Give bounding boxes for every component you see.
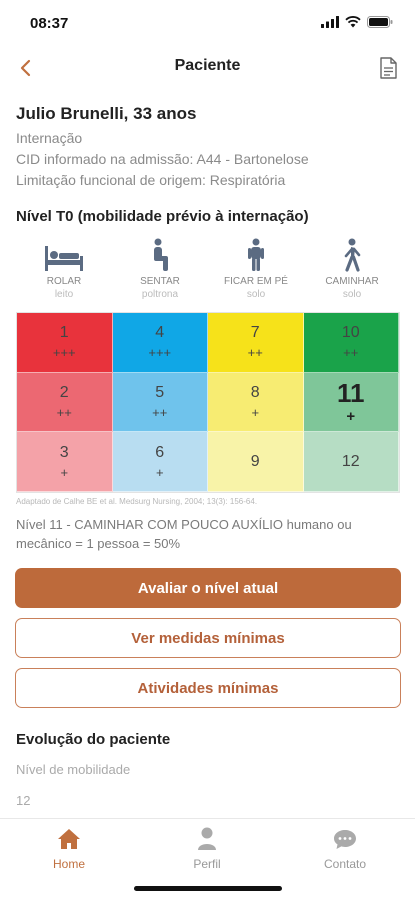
tab-home[interactable]: Home: [14, 827, 124, 871]
level-cell-assistance: +++: [52, 345, 76, 361]
tab-contact[interactable]: Contato: [290, 827, 400, 871]
position-name: SENTAR: [140, 276, 180, 287]
level-cell-4[interactable]: 4 +++: [112, 313, 208, 373]
level-cell-number: 9: [250, 452, 260, 470]
position-name: ROLAR: [46, 276, 82, 287]
evaluate-level-button[interactable]: Avaliar o nível atual: [15, 568, 401, 608]
level-cell-assistance: ++: [247, 345, 263, 361]
status-time: 08:37: [30, 15, 69, 32]
tab-profile-label: Perfil: [193, 857, 221, 871]
status-bar: 08:37: [0, 0, 415, 48]
level-cell-assistance: ++: [343, 345, 359, 361]
chevron-left-icon: [20, 59, 31, 77]
tab-contact-label: Contato: [323, 857, 367, 871]
tab-home-label: Home: [52, 857, 85, 871]
document-button[interactable]: [373, 53, 403, 83]
position-sub: poltrona: [141, 289, 179, 300]
level-cell-8[interactable]: 8 +: [208, 372, 304, 433]
mobility-level-value: 12: [16, 793, 31, 808]
chat-bubble-icon: [334, 830, 356, 849]
level-cell-number: 3: [59, 443, 69, 461]
view-minimum-measures-button[interactable]: Ver medidas mínimas: [15, 618, 401, 658]
wifi-icon: [345, 16, 361, 28]
person-icon: [198, 827, 216, 850]
mobility-level-label: Nível de mobilidade: [16, 762, 131, 777]
walking-person-icon: [344, 238, 361, 272]
mobility-level-grid: 1 +++ 4 +++ 7 ++ 10 ++ 2 ++ 5 ++ 8 +11 +3 +6 +9 12: [16, 312, 400, 493]
level-cell-number: 7: [250, 324, 260, 342]
position-name: CAMINHAR: [325, 276, 379, 287]
level-cell-assistance: +: [60, 464, 69, 480]
level-cell-5[interactable]: 5 ++: [112, 372, 208, 433]
citation: Adaptado de Calhe BE et al. Medsurg Nurs…: [16, 497, 258, 506]
position-stand: FICAR EM PÉ solo: [208, 236, 304, 300]
level-cell-assistance: ++: [152, 404, 168, 420]
level-description: Nível 11 - CAMINHAR COM POUCO AUXÍLIO hu…: [16, 517, 352, 551]
position-header-row: ROLAR leito SENTAR poltrona FICAR: [16, 236, 400, 300]
level-cell-assistance: +: [346, 407, 356, 425]
level-cell-9[interactable]: 9: [208, 432, 304, 492]
nav-bar: Paciente: [0, 48, 415, 88]
position-roll: ROLAR leito: [16, 236, 112, 300]
level-cell-assistance: ++: [56, 404, 72, 420]
patient-info: Julio Brunelli, 33 anos Internação CID i…: [16, 104, 401, 191]
signal-icon: [321, 16, 339, 28]
patient-name: Julio Brunelli, 33 anos: [16, 104, 197, 123]
document-icon: [380, 57, 397, 79]
patient-cid: CID informado na admissão: A44 - Bartone…: [16, 151, 309, 167]
level-cell-3[interactable]: 3 +: [17, 432, 113, 492]
level-cell-number: 8: [250, 383, 260, 401]
level-cell-number: 11: [337, 377, 365, 408]
status-icons: [321, 16, 393, 28]
tab-bar: Home Perfil Contato: [0, 818, 415, 900]
level-cell-assistance: +++: [148, 345, 172, 361]
patient-limitation: Limitação funcional de origem: Respirató…: [16, 172, 286, 188]
level-cell-assistance: +: [251, 404, 260, 420]
level-cell-number: 5: [155, 383, 165, 401]
level-cell-number: 6: [155, 443, 165, 461]
tab-profile[interactable]: Perfil: [152, 827, 262, 871]
position-sub: leito: [54, 289, 74, 300]
level-cell-2[interactable]: 2 ++: [17, 372, 113, 433]
level-cell-assistance: +: [155, 464, 164, 480]
level-cell-1[interactable]: 1 +++: [17, 313, 113, 373]
position-sub: solo: [246, 289, 266, 300]
level-cell-6[interactable]: 6 +: [112, 432, 208, 492]
level-cell-number: 4: [155, 324, 165, 342]
level-cell-7[interactable]: 7 ++: [208, 313, 304, 373]
battery-icon: [367, 16, 393, 28]
sitting-person-icon: [154, 238, 168, 271]
level-cell-11[interactable]: 11 +: [303, 372, 399, 433]
home-icon: [58, 829, 80, 849]
back-button[interactable]: [10, 53, 40, 83]
position-walk: CAMINHAR solo: [304, 236, 400, 300]
page-title: Paciente: [174, 57, 241, 74]
level-cell-number: 2: [59, 383, 69, 401]
position-sub: solo: [342, 289, 362, 300]
position-name: FICAR EM PÉ: [224, 276, 288, 287]
level-cell-number: 12: [341, 452, 360, 470]
level-cell-number: 1: [59, 324, 69, 342]
level-cell-10[interactable]: 10 ++: [303, 313, 399, 373]
level-cell-number: 10: [341, 324, 360, 342]
level-cell-12[interactable]: 12: [303, 432, 399, 492]
level-section-title: Nível T0 (mobilidade prévio à internação…: [16, 208, 309, 225]
bed-icon: [45, 246, 83, 271]
position-sit: SENTAR poltrona: [112, 236, 208, 300]
standing-person-icon: [248, 238, 264, 271]
minimum-activities-button[interactable]: Atividades mínimas: [15, 668, 401, 708]
evolution-title: Evolução do paciente: [16, 731, 171, 748]
patient-type: Internação: [16, 130, 83, 146]
home-indicator: [134, 886, 282, 891]
